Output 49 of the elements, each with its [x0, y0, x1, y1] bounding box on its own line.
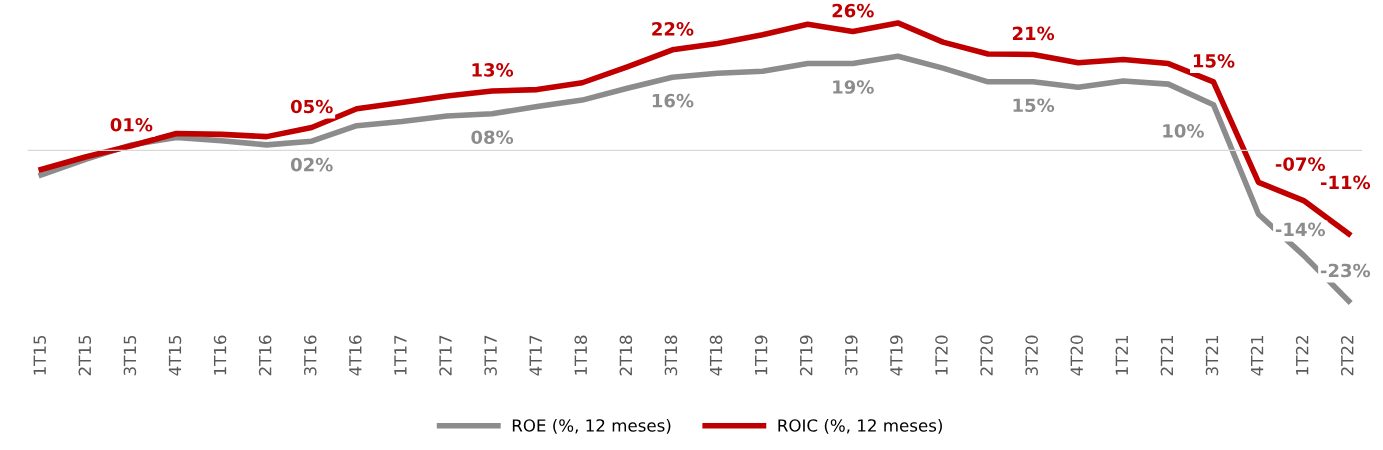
data-label: 19% [833, 80, 874, 94]
legend-label: ROIC (%, 12 meses) [778, 418, 942, 434]
x-tick-label: 4T20 [1070, 335, 1084, 376]
x-tick-label: 1T16 [213, 335, 227, 375]
x-tick-label: 1T17 [394, 335, 407, 375]
x-tick-label: 4T18 [709, 335, 723, 376]
x-tick-label: 1T20 [935, 335, 948, 375]
data-label: -07% [1275, 157, 1325, 171]
x-tick-label: 2T15 [78, 335, 92, 376]
data-label: -23% [1320, 263, 1371, 278]
x-tick-label: 3T20 [1025, 335, 1038, 376]
x-tick-label: 3T21 [1205, 335, 1219, 376]
x-tick-label: 4T16 [349, 335, 362, 376]
x-tick-label: 3T18 [664, 335, 678, 376]
x-tick-label: 1T18 [574, 335, 588, 375]
data-label: 15% [1013, 98, 1055, 113]
legend-label: ROE (%, 12 meses) [512, 418, 671, 434]
x-tick-label: 2T20 [980, 335, 993, 376]
x-tick-label: 4T15 [168, 335, 182, 376]
data-label: 22% [652, 22, 694, 36]
x-tick-label: 4T21 [1250, 335, 1264, 376]
data-label: 10% [1163, 124, 1204, 138]
x-tick-label: 2T17 [439, 335, 452, 376]
data-label: 21% [1012, 26, 1055, 41]
x-tick-label: 2T16 [258, 335, 272, 376]
x-tick-label: 2T21 [1160, 335, 1173, 376]
data-label: 15% [1193, 53, 1235, 68]
x-tick-label: 1T21 [1115, 335, 1128, 375]
x-tick-label: 3T17 [484, 335, 497, 376]
x-tick-label: 3T16 [303, 335, 317, 376]
x-tick-label: 2T18 [619, 335, 633, 376]
x-tick-label: 1T19 [754, 335, 768, 375]
x-tick-label: 2T19 [799, 335, 813, 376]
x-tick-label: 3T19 [844, 335, 858, 376]
data-label: 01% [110, 117, 153, 132]
data-label: 26% [832, 3, 874, 18]
data-label: 02% [290, 157, 333, 172]
x-tick-label: 2T22 [1340, 336, 1354, 376]
data-label: -14% [1275, 222, 1325, 237]
data-label: 13% [472, 63, 514, 77]
x-tick-label: 4T19 [890, 335, 903, 376]
data-label: 05% [290, 99, 333, 114]
data-label: 08% [471, 130, 514, 145]
x-tick-label: 4T17 [529, 335, 542, 376]
x-tick-label: 3T15 [123, 335, 137, 376]
x-tick-label: 1T15 [33, 335, 47, 375]
data-label: -11% [1320, 175, 1371, 190]
data-label: 16% [652, 93, 694, 108]
x-tick-label: 1T22 [1295, 336, 1309, 375]
